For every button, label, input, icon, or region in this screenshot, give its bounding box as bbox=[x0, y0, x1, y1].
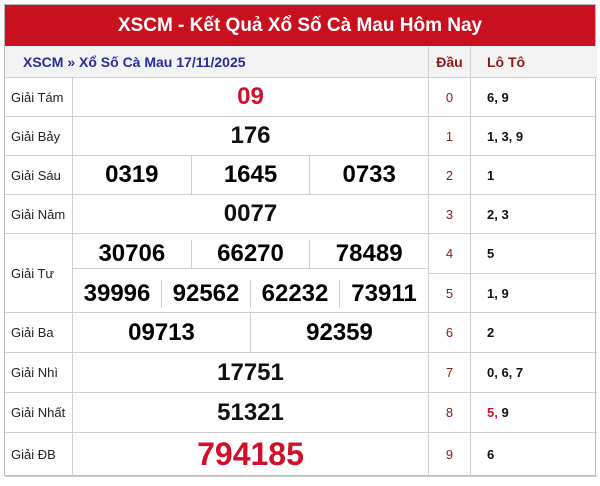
loto-cell: 6, 9 bbox=[471, 78, 597, 117]
prize-number: 92359 bbox=[306, 318, 373, 346]
dau-cell: 0 bbox=[429, 78, 471, 117]
prize-number: 73911 bbox=[351, 279, 417, 307]
prize-number-g8: 09 bbox=[73, 78, 429, 117]
prize-number: 39996 bbox=[73, 279, 162, 308]
prize-label-g7: Giải Bảy bbox=[5, 117, 73, 156]
prize-numbers-g3: 09713 92359 bbox=[73, 313, 429, 353]
loto-cell: 2 bbox=[471, 313, 597, 353]
breadcrumb[interactable]: XSCM » Xổ Số Cà Mau 17/11/2025 bbox=[5, 46, 429, 78]
prize-label-g1: Giải Nhất bbox=[5, 393, 73, 433]
dau-cell: 9 bbox=[429, 433, 471, 477]
loto-cell: 2, 3 bbox=[471, 195, 597, 234]
dau-cell: 3 bbox=[429, 195, 471, 234]
prize-number: 1645 bbox=[192, 156, 311, 194]
prize-number-g5: 0077 bbox=[73, 195, 429, 234]
dau-cell: 2 bbox=[429, 156, 471, 195]
prize-label-db: Giải ĐB bbox=[5, 433, 73, 477]
dau-cell: 8 bbox=[429, 393, 471, 433]
prize-number-db: 794185 bbox=[73, 433, 429, 477]
loto-cell: 5, 9 bbox=[471, 393, 597, 433]
prize-number-g7: 176 bbox=[73, 117, 429, 156]
dau-cell: 6 bbox=[429, 313, 471, 353]
prize-number: 62232 bbox=[251, 279, 340, 308]
page-title: XSCM - Kết Quả Xổ Số Cà Mau Hôm Nay bbox=[5, 5, 595, 46]
prize-number: 92562 bbox=[162, 279, 251, 308]
prize-number: 0733 bbox=[342, 161, 396, 188]
loto-header: Lô Tô bbox=[471, 46, 597, 78]
prize-number: 30706 bbox=[73, 239, 192, 268]
loto-value: 9 bbox=[501, 405, 509, 420]
prize-number-g2: 17751 bbox=[73, 353, 429, 393]
prize-label-g8: Giải Tám bbox=[5, 78, 73, 117]
prize-numbers-g4: 30706 66270 78489 39996 92562 62232 7391… bbox=[73, 234, 429, 313]
prize-label-g4: Giải Tư bbox=[5, 234, 73, 313]
prize-label-g3: Giải Ba bbox=[5, 313, 73, 353]
dau-header: Đầu bbox=[429, 46, 471, 78]
loto-cell: 6 bbox=[471, 433, 597, 477]
prize-numbers-g6: 0319 1645 0733 bbox=[73, 156, 429, 195]
prize-number: 09713 bbox=[73, 313, 251, 352]
prize-number: 66270 bbox=[192, 239, 311, 268]
dau-cell: 4 bbox=[429, 234, 471, 274]
loto-cell: 5 bbox=[471, 234, 597, 274]
loto-cell: 1, 9 bbox=[471, 274, 597, 313]
loto-cell: 1 bbox=[471, 156, 597, 195]
prize-label-g6: Giải Sáu bbox=[5, 156, 73, 195]
dau-cell: 1 bbox=[429, 117, 471, 156]
loto-cell: 1, 3, 9 bbox=[471, 117, 597, 156]
dau-cell: 5 bbox=[429, 274, 471, 313]
loto-highlight: 5, bbox=[487, 405, 498, 420]
prize-label-g2: Giải Nhì bbox=[5, 353, 73, 393]
results-table: XSCM - Kết Quả Xổ Số Cà Mau Hôm Nay XSCM… bbox=[4, 4, 597, 477]
loto-cell: 0, 6, 7 bbox=[471, 353, 597, 393]
prize-number: 0319 bbox=[73, 156, 192, 194]
prize-number: 78489 bbox=[335, 239, 403, 267]
prize-number-g1: 51321 bbox=[73, 393, 429, 433]
dau-cell: 7 bbox=[429, 353, 471, 393]
prize-label-g5: Giải Năm bbox=[5, 195, 73, 234]
